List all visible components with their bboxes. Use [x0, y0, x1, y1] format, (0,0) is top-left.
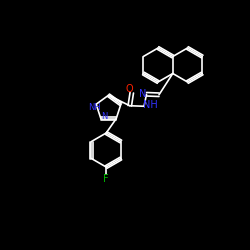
- Text: F: F: [103, 174, 109, 184]
- Text: N: N: [139, 89, 147, 99]
- Text: N: N: [101, 112, 107, 121]
- Text: NH: NH: [143, 100, 158, 110]
- Text: O: O: [126, 84, 133, 94]
- Text: NH: NH: [88, 103, 101, 112]
